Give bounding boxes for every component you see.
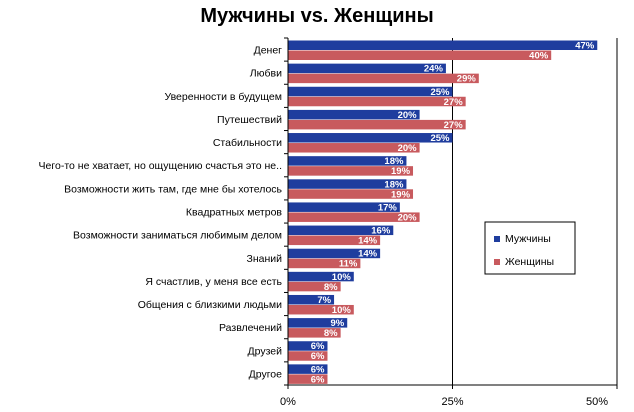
category-label: Возможности заниматься любимым делом <box>73 230 282 242</box>
bar-women <box>288 281 341 292</box>
category-label: Квадратных метров <box>186 207 283 219</box>
bars <box>288 40 598 384</box>
bar-women <box>288 212 420 222</box>
bar-men <box>288 156 407 166</box>
bar-women <box>288 351 328 361</box>
legend-label-men: Мужчины <box>505 233 551 245</box>
bar-men <box>288 202 400 212</box>
bar-men <box>288 318 348 328</box>
data-label: 8% <box>324 328 338 339</box>
legend-label-women: Женщины <box>505 256 554 268</box>
bar-men <box>288 86 453 97</box>
chart-title: Мужчины vs. Женщины <box>200 5 433 27</box>
data-label: 19% <box>391 189 411 200</box>
category-label: Общения с близкими людьми <box>138 299 282 311</box>
data-label: 17% <box>378 202 398 213</box>
category-label: Я счастлив, у меня все есть <box>145 276 282 288</box>
data-label: 18% <box>384 179 404 190</box>
legend-swatch-men <box>494 236 500 242</box>
data-label: 6% <box>311 374 325 385</box>
data-label: 14% <box>358 249 378 260</box>
data-labels: 47%40%24%29%25%27%20%27%25%20%18%19%18%1… <box>311 41 595 386</box>
data-label: 25% <box>430 133 450 144</box>
data-label: 14% <box>358 236 378 247</box>
data-label: 40% <box>529 51 549 62</box>
axes: 0% 25% 50% <box>280 37 618 408</box>
bar-women <box>288 50 552 60</box>
legend-swatch-women <box>494 259 500 265</box>
category-label: Чего-то не хватает, но ощущению счастья … <box>39 160 282 172</box>
bar-men <box>288 341 328 351</box>
category-label: Путешествий <box>217 114 282 126</box>
data-label: 18% <box>384 156 404 167</box>
category-label: Друзей <box>248 345 283 357</box>
category-label: Развлечений <box>219 322 282 334</box>
data-label: 20% <box>398 212 418 223</box>
category-label: Стабильности <box>213 137 282 149</box>
data-label: 6% <box>311 351 325 362</box>
category-label: Возможности жить там, где мне бы хотелос… <box>64 183 282 195</box>
category-labels: Денег Любви Уверенности в будущем Путешеств… <box>39 45 283 381</box>
bar-women <box>288 119 466 130</box>
bar-men <box>288 225 394 236</box>
bar-men <box>288 248 381 259</box>
data-label: 29% <box>457 74 477 85</box>
category-label: Уверенности в будущем <box>165 91 282 103</box>
x-tick-label: 0% <box>280 396 296 408</box>
bar-women <box>288 304 354 315</box>
data-label: 6% <box>311 341 325 352</box>
data-label: 10% <box>332 305 352 316</box>
bar-men <box>288 271 354 282</box>
category-label: Другое <box>249 368 283 380</box>
data-label: 24% <box>424 64 444 75</box>
category-label: Знаний <box>246 253 282 265</box>
bar-men <box>288 179 407 189</box>
bar-women <box>288 258 361 269</box>
data-label: 6% <box>311 364 325 375</box>
bar-men <box>288 294 335 305</box>
bar-men <box>288 109 420 120</box>
data-label: 47% <box>575 41 595 52</box>
bar-women <box>288 96 466 107</box>
data-label: 27% <box>444 97 464 108</box>
data-label: 8% <box>324 282 338 293</box>
data-label: 20% <box>398 143 418 154</box>
data-label: 20% <box>398 110 418 121</box>
x-tick-label: 50% <box>586 396 608 408</box>
data-label: 16% <box>371 226 391 237</box>
data-label: 7% <box>317 295 331 306</box>
bar-women <box>288 374 328 384</box>
data-label: 9% <box>330 318 344 329</box>
data-label: 19% <box>391 166 411 177</box>
category-label: Любви <box>250 68 282 80</box>
bar-women <box>288 166 414 176</box>
bar-women <box>288 189 414 199</box>
data-label: 27% <box>444 120 464 131</box>
category-label: Денег <box>254 45 283 57</box>
bar-women <box>288 73 479 84</box>
legend-box <box>484 221 576 275</box>
bar-women <box>288 143 420 153</box>
bar-men <box>288 364 328 374</box>
data-label: 25% <box>430 87 450 98</box>
bar-women <box>288 235 381 246</box>
bar-men <box>288 133 453 143</box>
bar-men <box>288 40 598 50</box>
data-label: 11% <box>339 259 358 270</box>
data-label: 10% <box>332 272 352 283</box>
bar-men <box>288 63 446 74</box>
x-tick-label: 25% <box>441 396 463 408</box>
legend: Мужчины Женщины <box>484 221 576 275</box>
bar-women <box>288 328 341 338</box>
